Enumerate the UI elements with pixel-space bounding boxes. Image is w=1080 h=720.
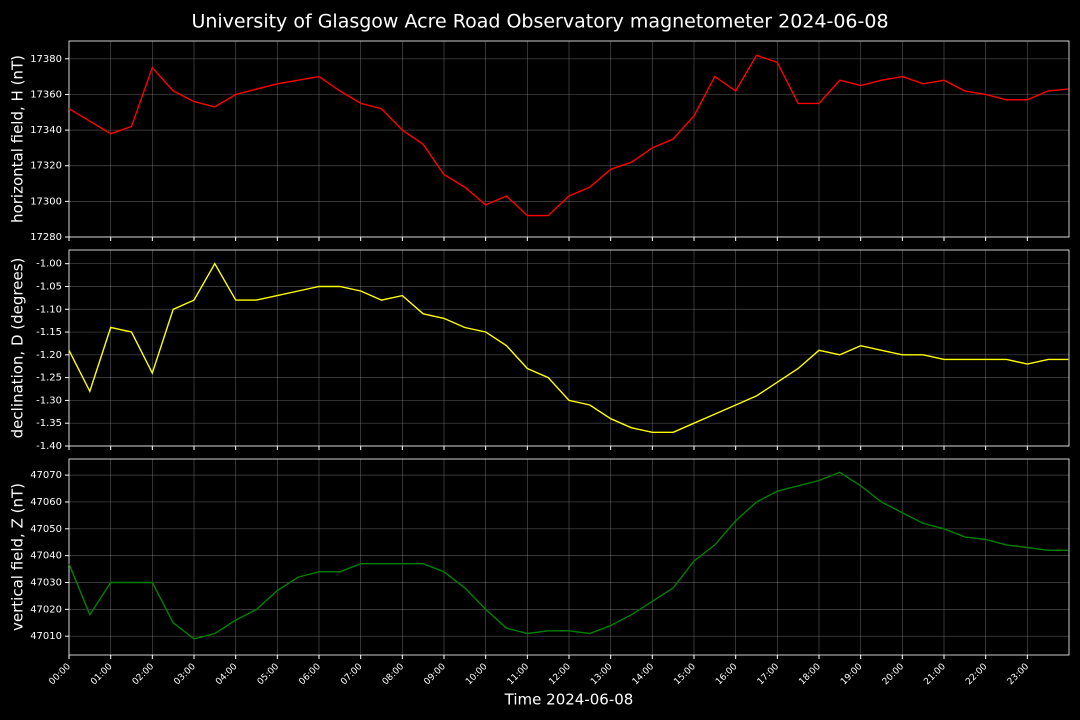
x-axis-label: Time 2024-06-08 xyxy=(504,691,634,709)
chart-title: University of Glasgow Acre Road Observat… xyxy=(191,11,888,33)
data-line xyxy=(68,262,1069,433)
y-tick-label: -1.35 xyxy=(36,418,62,429)
y-tick-label: 17320 xyxy=(30,161,62,172)
y-tick-label: -1.25 xyxy=(36,373,62,384)
y-tick-label: 17280 xyxy=(30,232,62,243)
data-line xyxy=(68,54,1069,217)
y-tick-label: 47010 xyxy=(30,631,62,642)
y-tick-label: 17300 xyxy=(30,196,62,207)
y-tick-label: 47060 xyxy=(30,497,62,508)
y-tick-label: -1.00 xyxy=(36,259,62,270)
y-tick-label: -1.20 xyxy=(36,350,62,361)
plot-frame xyxy=(68,458,1070,656)
y-tick-label: -1.10 xyxy=(36,304,62,315)
y-tick-label: 17380 xyxy=(30,54,62,65)
y-tick-label: -1.30 xyxy=(36,395,62,406)
plot-frame xyxy=(68,40,1070,238)
y-axis-label: vertical field, Z (nT) xyxy=(9,483,27,631)
y-tick-label: 17360 xyxy=(30,89,62,100)
y-axis-label: declination, D (degrees) xyxy=(9,258,27,439)
y-tick-label: -1.05 xyxy=(36,281,62,292)
y-axis-label: horizontal field, H (nT) xyxy=(9,55,27,223)
data-line xyxy=(68,471,1069,640)
y-tick-label: 47040 xyxy=(30,551,62,562)
y-tick-label: -1.40 xyxy=(36,441,62,452)
plot-frame xyxy=(68,249,1070,447)
y-tick-label: 17340 xyxy=(30,125,62,136)
y-tick-label: -1.15 xyxy=(36,327,62,338)
y-tick-label: 47070 xyxy=(30,470,62,481)
y-tick-label: 47020 xyxy=(30,604,62,615)
y-tick-label: 47030 xyxy=(30,578,62,589)
y-tick-label: 47050 xyxy=(30,524,62,535)
